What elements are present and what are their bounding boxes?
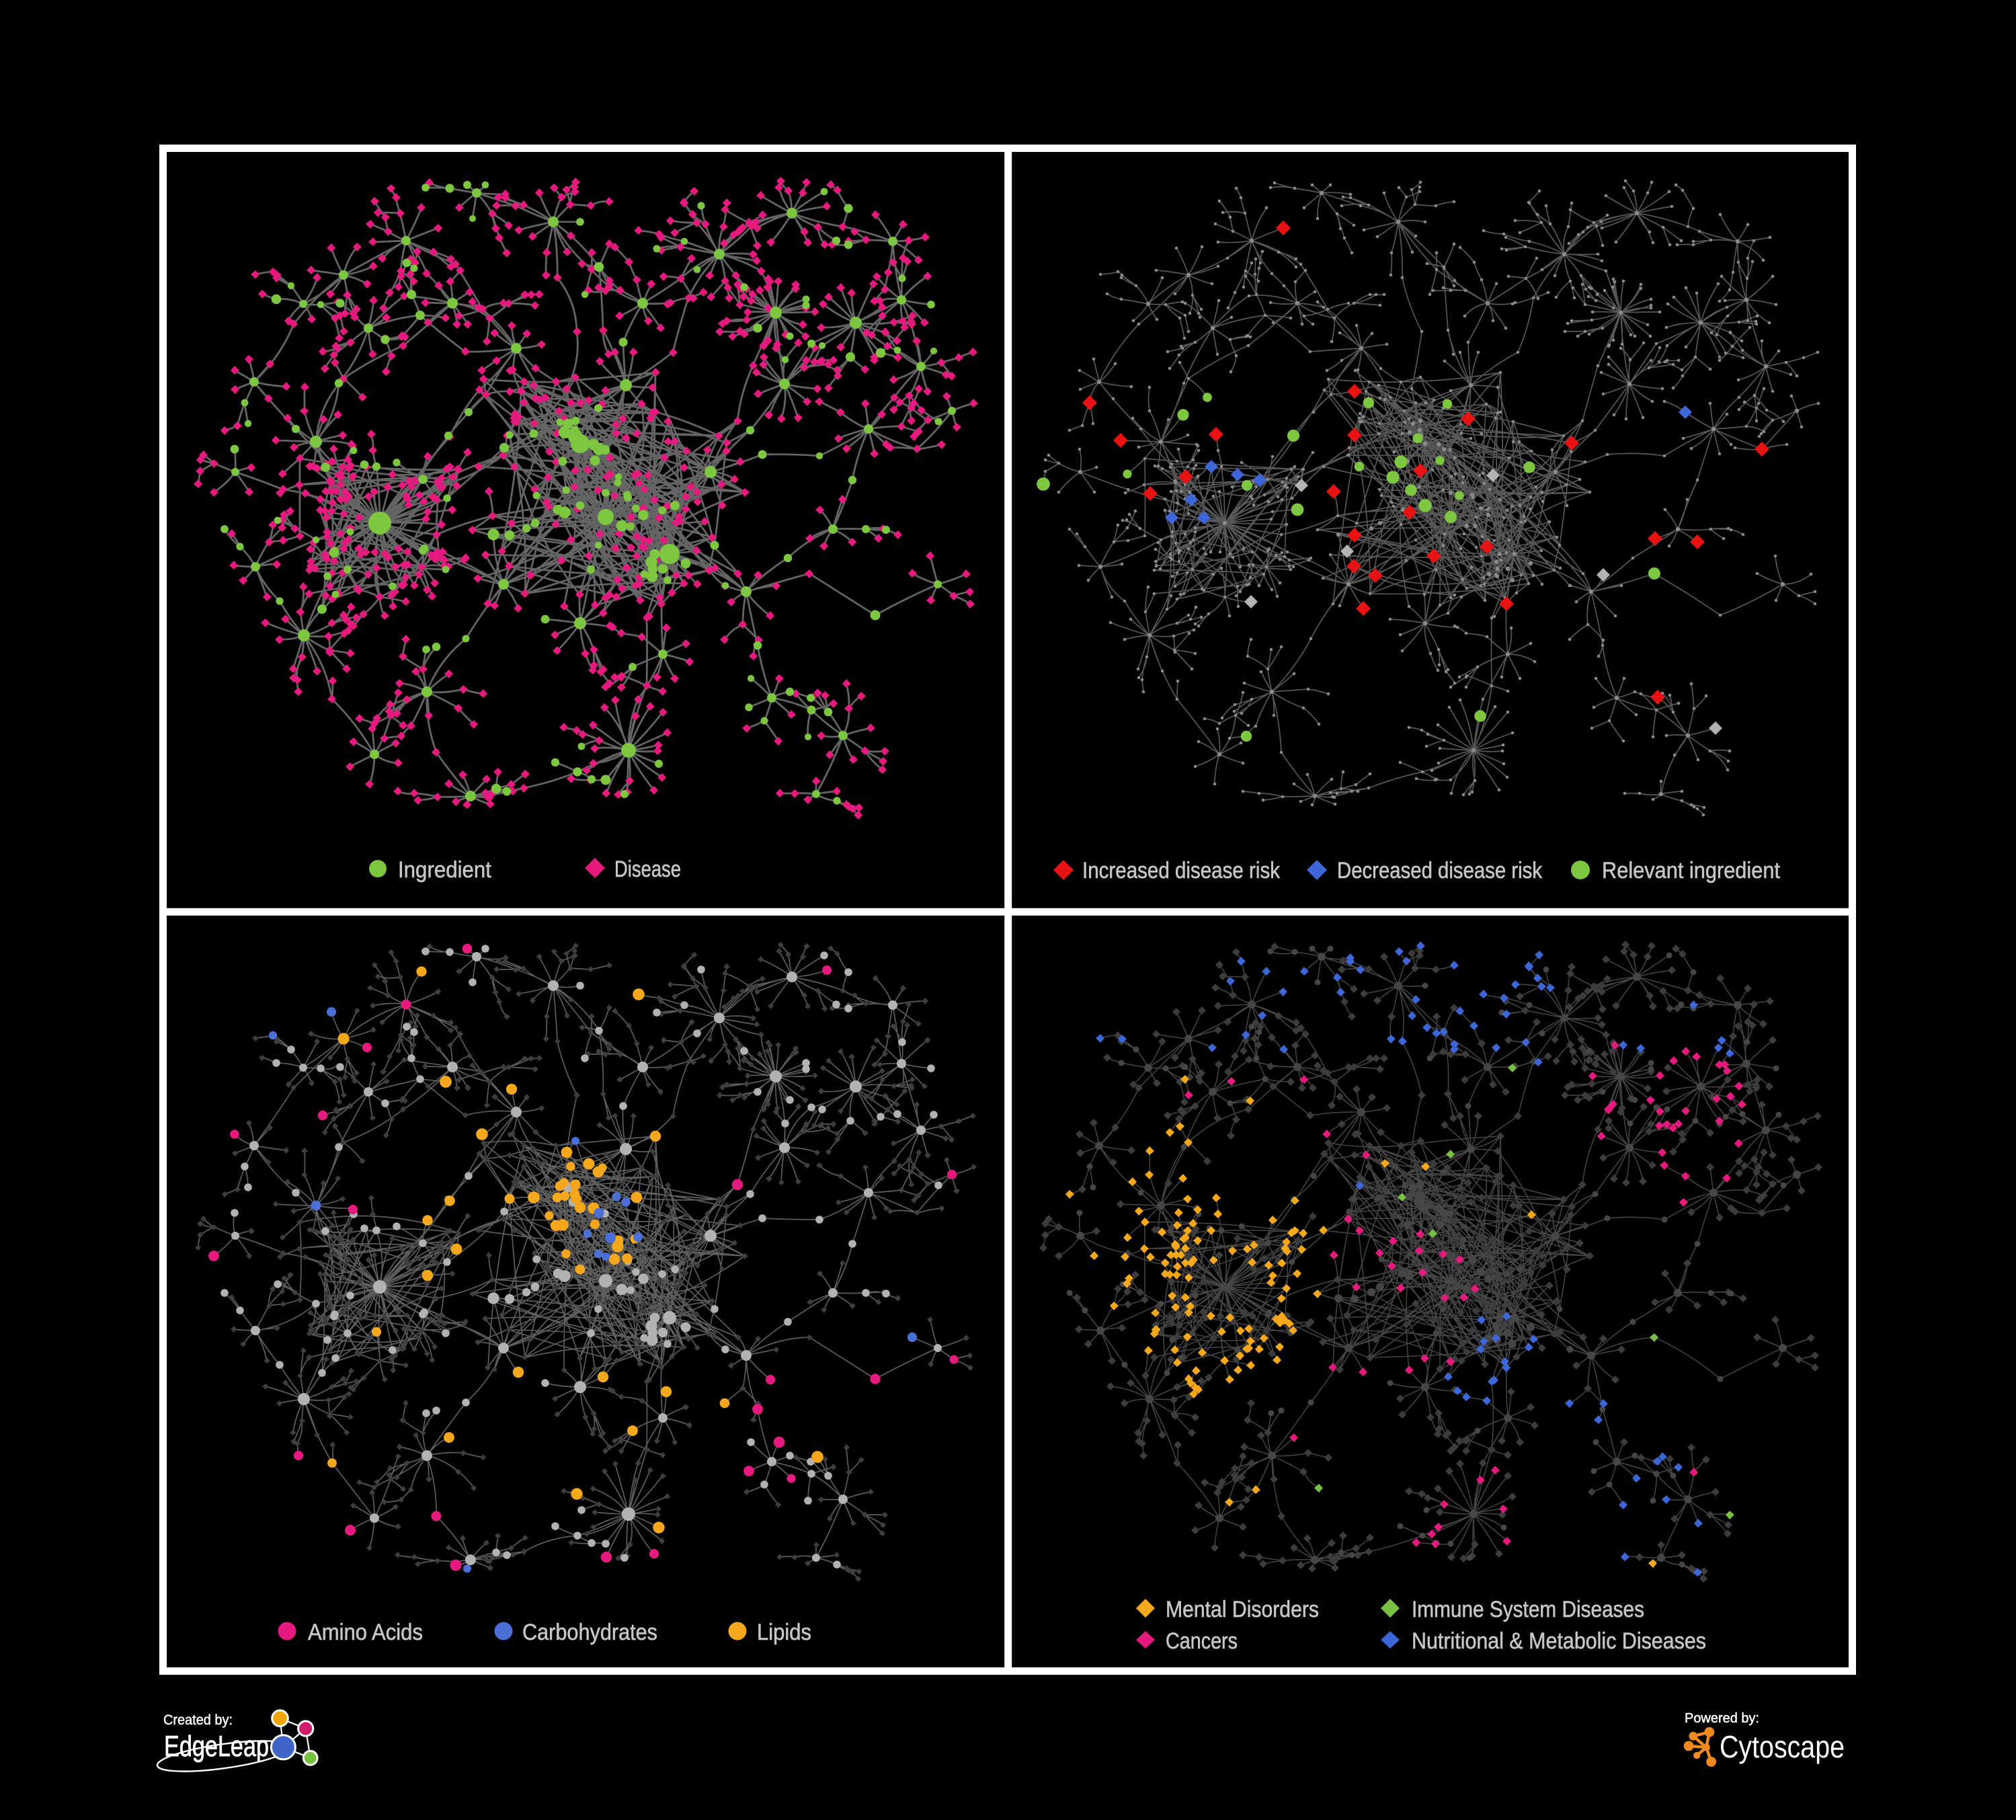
svg-text:Decreased disease risk: Decreased disease risk bbox=[1337, 858, 1543, 883]
svg-text:Relevant ingredient: Relevant ingredient bbox=[1602, 858, 1781, 883]
svg-text:Carbohydrates: Carbohydrates bbox=[522, 1620, 657, 1645]
svg-text:Amino Acids: Amino Acids bbox=[308, 1620, 423, 1645]
svg-text:Cancers: Cancers bbox=[1166, 1628, 1238, 1654]
svg-text:Powered by:: Powered by: bbox=[1685, 1711, 1759, 1726]
svg-text:Disease: Disease bbox=[614, 857, 681, 882]
svg-text:Immune System Diseases: Immune System Diseases bbox=[1412, 1597, 1644, 1622]
svg-text:Lipids: Lipids bbox=[757, 1620, 811, 1645]
svg-text:Created by:: Created by: bbox=[163, 1712, 233, 1728]
svg-text:EdgeLeap: EdgeLeap bbox=[164, 1730, 269, 1763]
svg-text:Mental Disorders: Mental Disorders bbox=[1166, 1597, 1319, 1622]
svg-text:Nutritional & Metabolic Diseas: Nutritional & Metabolic Diseases bbox=[1412, 1628, 1706, 1654]
svg-text:Cytoscape: Cytoscape bbox=[1720, 1729, 1845, 1764]
svg-text:Increased disease risk: Increased disease risk bbox=[1082, 858, 1281, 883]
svg-text:Ingredient: Ingredient bbox=[398, 857, 491, 883]
